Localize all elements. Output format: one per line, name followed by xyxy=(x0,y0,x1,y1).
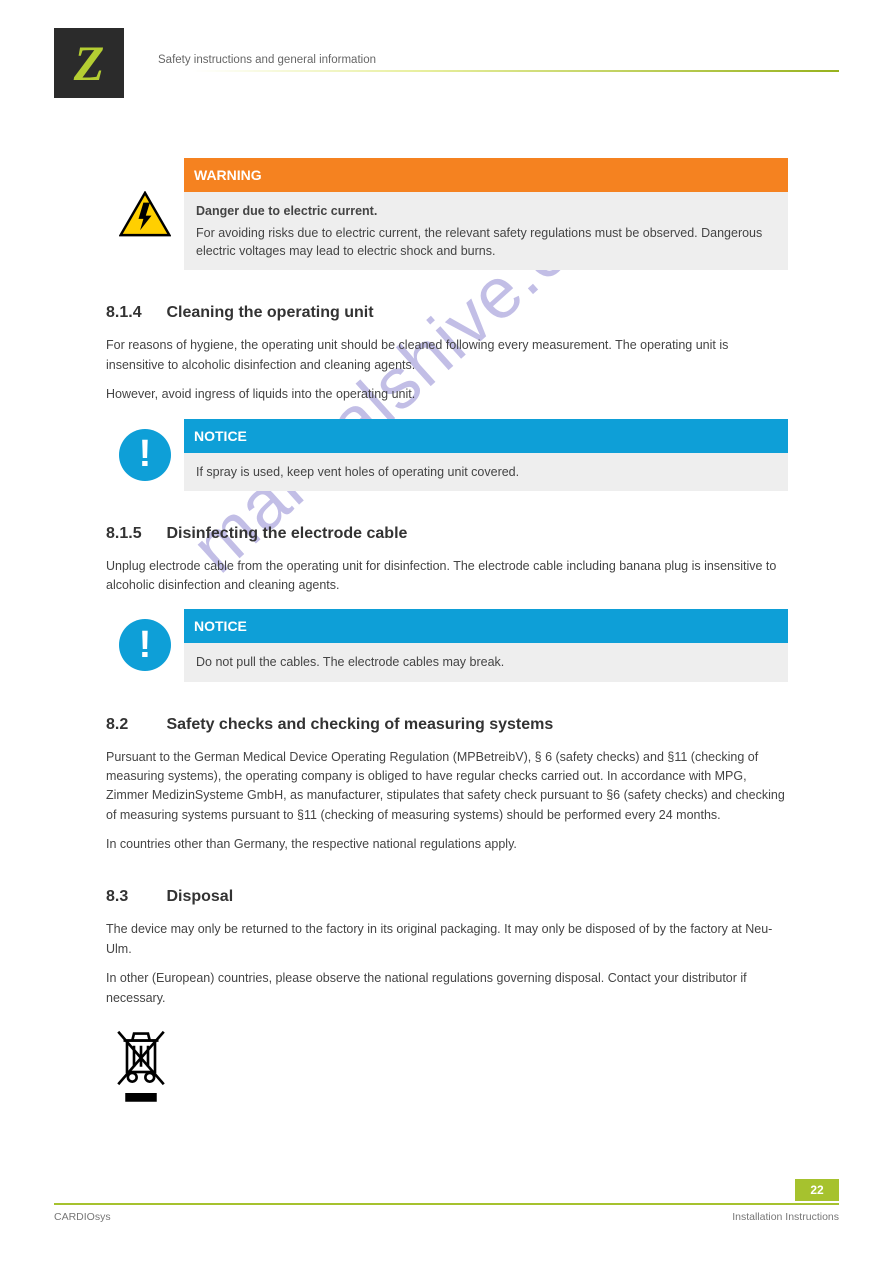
footer-left: CARDIOsys xyxy=(54,1211,111,1223)
notice-1-body: NOTICE If spray is used, keep vent holes… xyxy=(184,419,788,491)
section-8-1-4-head: 8.1.4 Cleaning the operating unit xyxy=(106,304,788,322)
notice-2-title: NOTICE xyxy=(184,609,788,643)
section-8-3-head: 8.3 Disposal xyxy=(106,888,788,906)
section-8-1-4-p2: However, avoid ingress of liquids into t… xyxy=(106,385,788,404)
logo-letter: Z xyxy=(74,34,105,92)
section-num: 8.2 xyxy=(106,716,162,734)
section-8-1-5-head: 8.1.5 Disinfecting the electrode cable xyxy=(106,525,788,543)
warning-text: Danger due to electric current. For avoi… xyxy=(184,192,788,270)
logo: Z xyxy=(54,28,124,98)
notice-icon: ! xyxy=(119,429,171,481)
section-8-3-p1: The device may only be returned to the f… xyxy=(106,920,788,959)
section-8-2-p1: Pursuant to the German Medical Device Op… xyxy=(106,748,788,826)
notice-2: ! NOTICE Do not pull the cables. The ele… xyxy=(106,609,788,681)
section-title: Safety checks and checking of measuring … xyxy=(166,716,553,733)
footer-right: Installation Instructions xyxy=(732,1211,839,1223)
section-8-2-p2: In countries other than Germany, the res… xyxy=(106,835,788,854)
footer-row: CARDIOsys Installation Instructions xyxy=(54,1211,839,1223)
exclamation-icon: ! xyxy=(139,624,152,667)
header: Z Safety instructions and general inform… xyxy=(54,28,839,98)
section-8-1-5-p: Unplug electrode cable from the operatin… xyxy=(106,557,788,596)
notice-2-text: Do not pull the cables. The electrode ca… xyxy=(184,643,788,681)
section-title: Disposal xyxy=(166,888,233,905)
page-number: 22 xyxy=(795,1179,839,1201)
section-num: 8.3 xyxy=(106,888,162,906)
warning-body: WARNING Danger due to electric current. … xyxy=(184,158,788,270)
header-title-block: Safety instructions and general informat… xyxy=(158,54,839,72)
footer: 22 CARDIOsys Installation Instructions xyxy=(54,1203,839,1223)
notice-1-icon-cell: ! xyxy=(106,419,184,491)
weee-symbol xyxy=(106,1020,788,1115)
section-num: 8.1.5 xyxy=(106,525,162,543)
content: WARNING Danger due to electric current. … xyxy=(106,158,788,1115)
weee-bin-icon xyxy=(106,1020,176,1110)
section-8-2-head: 8.2 Safety checks and checking of measur… xyxy=(106,716,788,734)
notice-1-title: NOTICE xyxy=(184,419,788,453)
section-title: Cleaning the operating unit xyxy=(166,304,373,321)
warning-title: WARNING xyxy=(184,158,788,192)
exclamation-icon: ! xyxy=(139,433,152,476)
notice-1-text: If spray is used, keep vent holes of ope… xyxy=(184,453,788,491)
page: Z Safety instructions and general inform… xyxy=(0,0,893,1263)
section-8-3-p2: In other (European) countries, please ob… xyxy=(106,969,788,1008)
notice-2-body: NOTICE Do not pull the cables. The elect… xyxy=(184,609,788,681)
warning-line2: For avoiding risks due to electric curre… xyxy=(196,224,776,260)
section-title: Disinfecting the electrode cable xyxy=(166,525,407,542)
footer-rule xyxy=(54,1203,839,1205)
section-num: 8.1.4 xyxy=(106,304,162,322)
warning-line1: Danger due to electric current. xyxy=(196,202,776,220)
header-doc-title: Safety instructions and general informat… xyxy=(158,54,839,66)
electric-hazard-icon xyxy=(119,191,171,237)
notice-icon: ! xyxy=(119,619,171,671)
warning-icon-cell xyxy=(106,158,184,270)
warning-box: WARNING Danger due to electric current. … xyxy=(106,158,788,270)
section-8-1-4-p1: For reasons of hygiene, the operating un… xyxy=(106,336,788,375)
notice-1: ! NOTICE If spray is used, keep vent hol… xyxy=(106,419,788,491)
header-rule xyxy=(192,70,839,72)
notice-2-icon-cell: ! xyxy=(106,609,184,681)
